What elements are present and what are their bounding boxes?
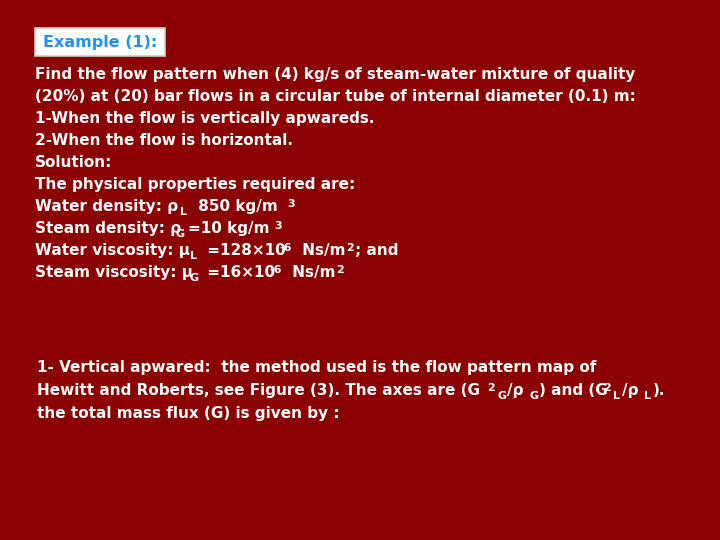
Text: 1- Vertical apwared:  the method used is the flow pattern map of: 1- Vertical apwared: the method used is … bbox=[37, 360, 596, 375]
Text: 1-When the flow is vertically apwareds.: 1-When the flow is vertically apwareds. bbox=[35, 111, 374, 126]
Text: L: L bbox=[644, 391, 651, 401]
Text: Water density: ρ: Water density: ρ bbox=[35, 199, 178, 214]
Text: Water viscosity: μ: Water viscosity: μ bbox=[35, 243, 190, 258]
Text: Hewitt and Roberts, see Figure (3). The axes are (G: Hewitt and Roberts, see Figure (3). The … bbox=[37, 383, 480, 398]
Text: /ρ: /ρ bbox=[622, 383, 639, 398]
Text: G: G bbox=[529, 391, 538, 401]
Text: -6: -6 bbox=[279, 243, 292, 253]
Text: L: L bbox=[613, 391, 620, 401]
Text: Find the flow pattern when (4) kg/s of steam-water mixture of quality: Find the flow pattern when (4) kg/s of s… bbox=[35, 67, 635, 82]
Text: =128×10: =128×10 bbox=[202, 243, 286, 258]
Text: =16×10: =16×10 bbox=[202, 265, 275, 280]
Text: The physical properties required are:: The physical properties required are: bbox=[35, 177, 355, 192]
Text: ).: ). bbox=[653, 383, 665, 398]
Text: L: L bbox=[190, 251, 197, 261]
Text: L: L bbox=[180, 207, 187, 217]
Text: 2: 2 bbox=[603, 383, 611, 393]
Text: Solution:: Solution: bbox=[35, 155, 112, 170]
Text: 3: 3 bbox=[287, 199, 294, 209]
Bar bbox=[35, 28, 165, 56]
Text: the total mass flux (G) is given by :: the total mass flux (G) is given by : bbox=[37, 406, 340, 421]
Text: G: G bbox=[497, 391, 506, 401]
Text: Ns/m: Ns/m bbox=[297, 243, 346, 258]
Text: 2: 2 bbox=[336, 265, 343, 275]
Text: /ρ: /ρ bbox=[507, 383, 523, 398]
Text: ; and: ; and bbox=[355, 243, 398, 258]
Text: (20%) at (20) bar flows in a circular tube of internal diameter (0.1) m:: (20%) at (20) bar flows in a circular tu… bbox=[35, 89, 636, 104]
Text: 850 kg/m: 850 kg/m bbox=[193, 199, 278, 214]
Text: Ns/m: Ns/m bbox=[287, 265, 336, 280]
Text: 2: 2 bbox=[487, 383, 495, 393]
Text: =10 kg/m: =10 kg/m bbox=[188, 221, 269, 236]
Text: 3: 3 bbox=[274, 221, 282, 231]
Text: 2-When the flow is horizontal.: 2-When the flow is horizontal. bbox=[35, 133, 293, 148]
Text: Steam viscosity: μ: Steam viscosity: μ bbox=[35, 265, 193, 280]
Text: -6: -6 bbox=[269, 265, 282, 275]
Text: G: G bbox=[176, 229, 185, 239]
Text: G: G bbox=[190, 273, 199, 283]
Text: 2: 2 bbox=[346, 243, 354, 253]
Text: Example (1):: Example (1): bbox=[43, 35, 157, 50]
Text: ) and (G: ) and (G bbox=[539, 383, 608, 398]
Text: Steam density: ρ: Steam density: ρ bbox=[35, 221, 181, 236]
